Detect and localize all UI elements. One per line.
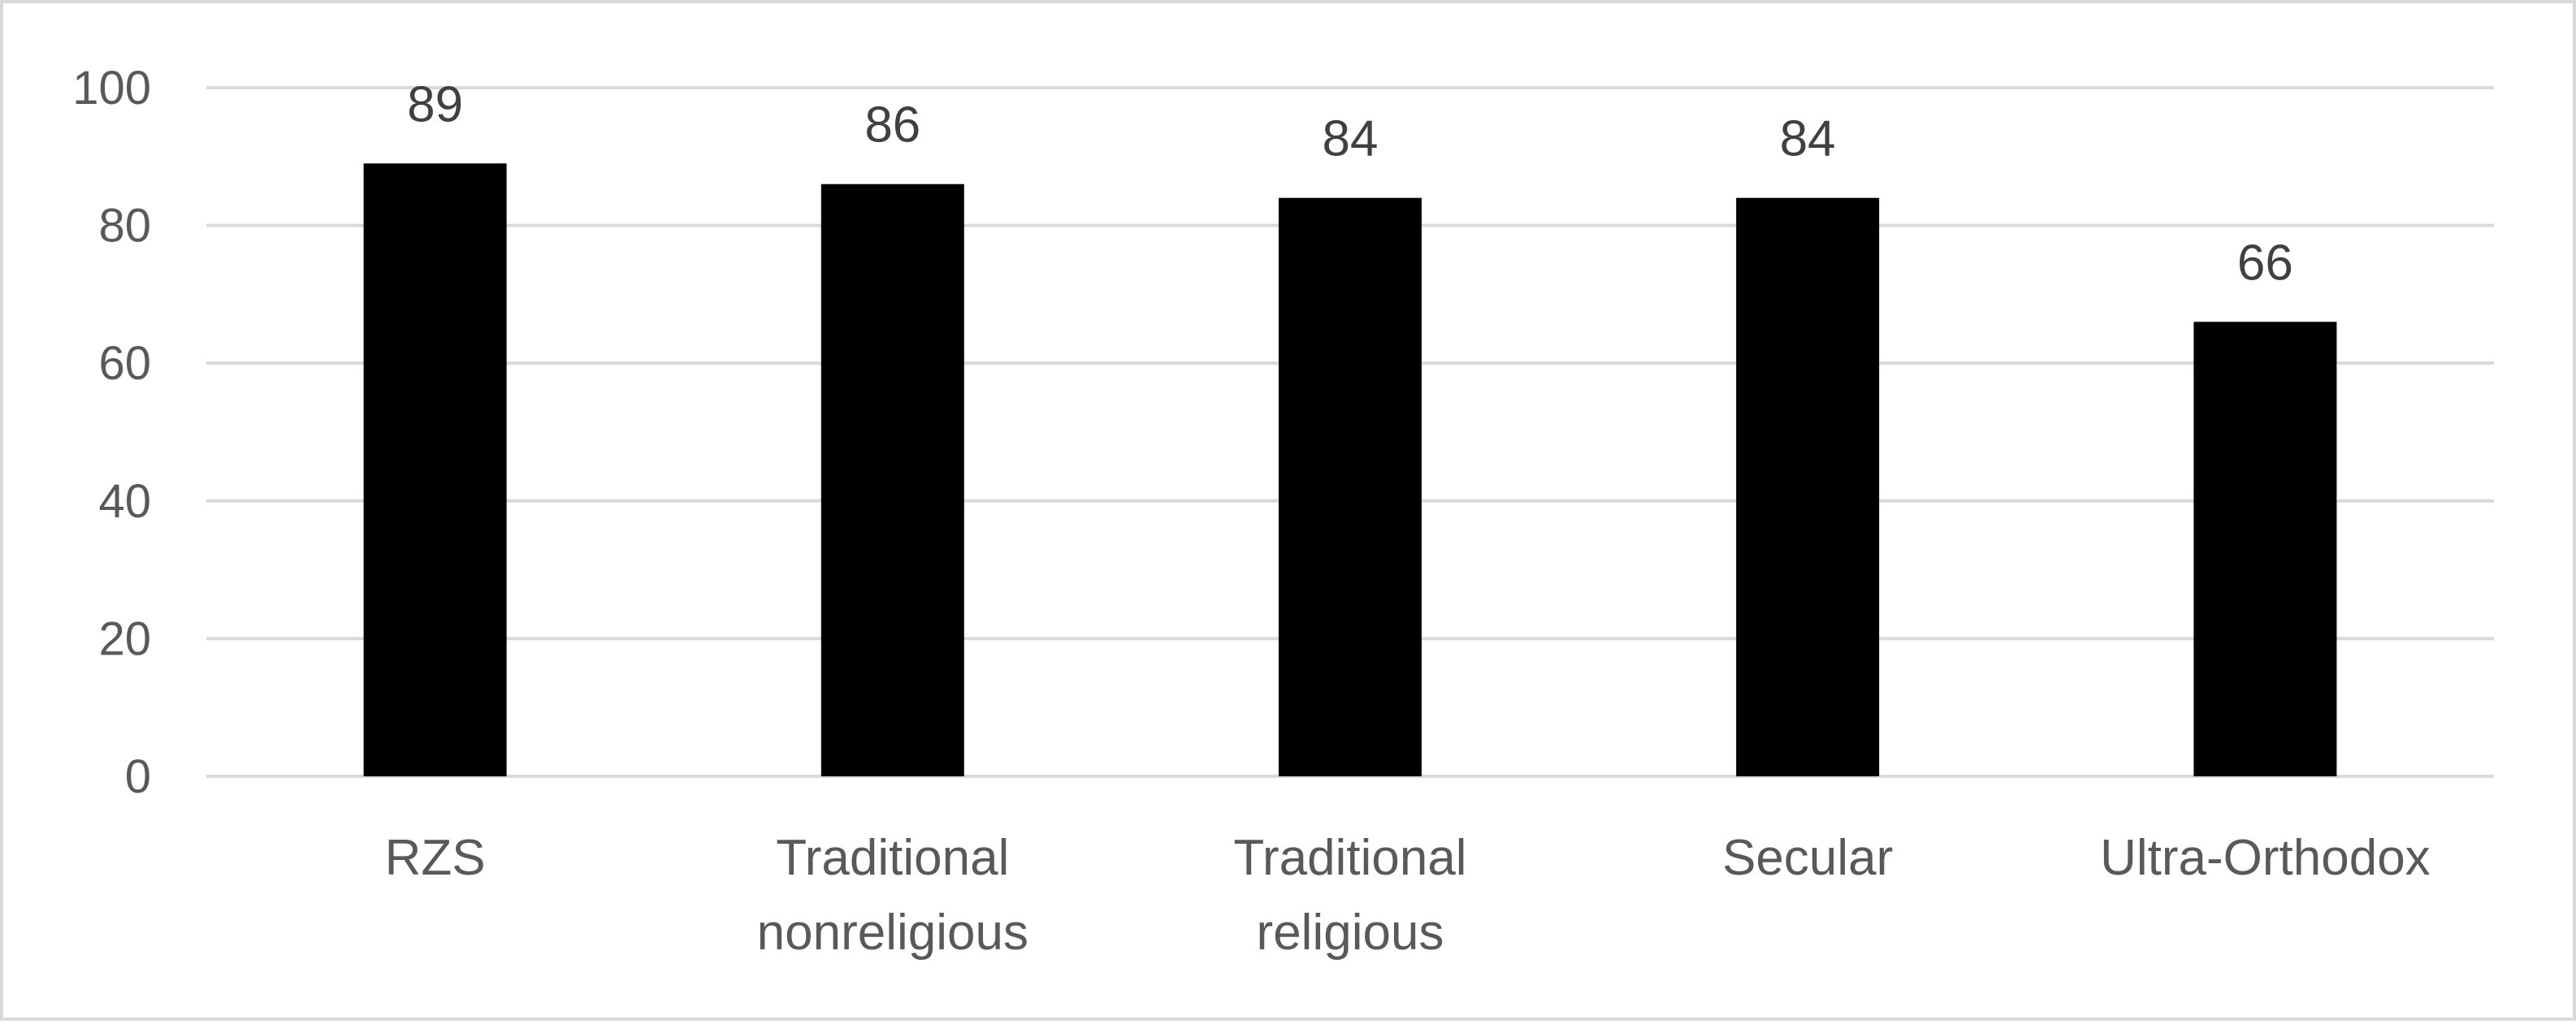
data-label: 86 — [864, 97, 920, 153]
data-labels: 89 86 84 84 66 — [407, 76, 2293, 291]
x-category-label: Traditional religious — [1233, 830, 1466, 961]
x-category-label-line: nonreligious — [757, 905, 1028, 961]
y-tick-label: 80 — [98, 200, 151, 253]
y-tick-label: 0 — [125, 750, 151, 803]
data-label: 84 — [1780, 111, 1836, 167]
y-axis-ticks: 0 20 40 60 80 100 — [72, 62, 151, 803]
bars — [363, 163, 2337, 777]
data-label: 84 — [1323, 111, 1379, 167]
bar-1 — [820, 184, 964, 777]
x-category-label: Traditional nonreligious — [757, 830, 1028, 961]
x-category-label: Secular — [1722, 830, 1893, 886]
bar-0 — [363, 163, 507, 776]
y-tick-label: 60 — [98, 337, 151, 390]
y-tick-label: 20 — [98, 612, 151, 665]
x-category-label-line: Ultra-Orthodox — [2100, 830, 2431, 886]
x-category-label-line: religious — [1257, 905, 1444, 961]
data-label: 66 — [2237, 235, 2293, 291]
bar-2 — [1279, 197, 1422, 776]
x-category-label: RZS — [385, 830, 486, 886]
x-category-label-line: Secular — [1722, 830, 1893, 886]
x-category-label-line: Traditional — [776, 830, 1009, 886]
x-category-label-line: RZS — [385, 830, 486, 886]
data-label: 89 — [407, 76, 463, 132]
y-tick-label: 100 — [72, 62, 151, 114]
x-axis-categories: RZS Traditional nonreligious Traditional rel… — [385, 830, 2431, 961]
bar-chart: 0 20 40 60 80 100 89 86 84 84 66 RZS Traditional no… — [72, 62, 2494, 961]
y-tick-label: 40 — [98, 475, 151, 528]
x-category-label: Ultra-Orthodox — [2100, 830, 2431, 886]
bar-3 — [1736, 197, 1880, 776]
x-category-label-line: Traditional — [1233, 830, 1466, 886]
bar-4 — [2193, 322, 2337, 776]
